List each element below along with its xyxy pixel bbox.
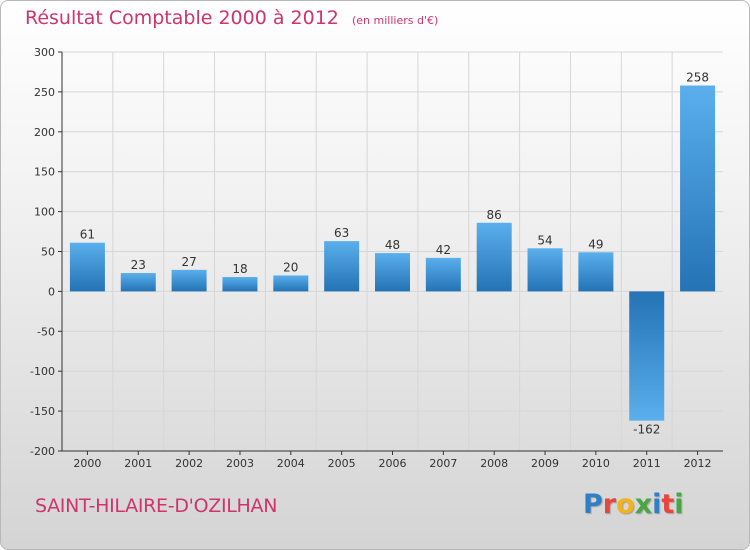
data-label: 42 bbox=[436, 243, 451, 257]
bar bbox=[425, 257, 461, 292]
y-tick-label: 250 bbox=[34, 86, 55, 99]
logo-letter: t bbox=[661, 489, 675, 520]
data-label: -162 bbox=[633, 423, 660, 437]
x-tick-label: 2010 bbox=[582, 457, 610, 470]
data-label: 27 bbox=[181, 255, 196, 269]
x-tick-label: 2004 bbox=[277, 457, 305, 470]
bar bbox=[680, 85, 716, 292]
data-label: 48 bbox=[385, 238, 400, 252]
logo-letter: x bbox=[634, 489, 653, 520]
bar bbox=[527, 248, 563, 292]
logo-letter: r bbox=[602, 489, 617, 520]
logo-letter: i bbox=[674, 489, 684, 520]
bar bbox=[375, 253, 410, 292]
y-tick-label: -150 bbox=[30, 405, 55, 418]
x-tick-label: 2011 bbox=[633, 457, 661, 470]
y-tick-label: 0 bbox=[48, 285, 55, 298]
data-label: 86 bbox=[487, 208, 502, 222]
y-tick-label: -100 bbox=[30, 365, 55, 378]
bar bbox=[273, 275, 309, 292]
x-tick-label: 2008 bbox=[480, 457, 508, 470]
y-tick-label: 300 bbox=[34, 46, 55, 59]
bar bbox=[222, 277, 258, 292]
y-tick-label: -50 bbox=[37, 325, 55, 338]
bar bbox=[324, 241, 360, 292]
x-tick-label: 2006 bbox=[379, 457, 407, 470]
logo-letter: i bbox=[652, 489, 662, 520]
x-tick-label: 2002 bbox=[175, 457, 203, 470]
chart-title: Résultat Comptable 2000 à 2012 bbox=[25, 7, 339, 29]
bar-layer: 61 23 27 18 20 63 48 42 86 54 49 -162 258 bbox=[69, 71, 716, 437]
title-row: Résultat Comptable 2000 à 2012 (en milli… bbox=[25, 7, 438, 29]
data-label: 54 bbox=[537, 233, 552, 247]
logo-letter: P bbox=[583, 489, 603, 520]
y-tick-label: 100 bbox=[34, 206, 55, 219]
data-label: 61 bbox=[80, 228, 95, 242]
x-tick-label: 2009 bbox=[531, 457, 559, 470]
x-tick-label: 2003 bbox=[226, 457, 254, 470]
y-tick-label: -200 bbox=[30, 445, 55, 458]
bar bbox=[69, 242, 105, 292]
data-label: 63 bbox=[334, 226, 349, 240]
proxiti-logo[interactable]: Proxiti bbox=[583, 489, 684, 520]
bar bbox=[171, 269, 207, 292]
y-tick-label: 150 bbox=[34, 166, 55, 179]
y-tick-label: 200 bbox=[34, 126, 55, 139]
y-tick-label: 50 bbox=[41, 246, 55, 259]
x-tick-label: 2000 bbox=[73, 457, 101, 470]
x-tick-label: 2007 bbox=[429, 457, 457, 470]
data-label: 258 bbox=[686, 71, 709, 85]
x-tick-label: 2012 bbox=[684, 457, 712, 470]
chart-subtitle: (en milliers d'€) bbox=[351, 14, 439, 27]
data-label: 20 bbox=[283, 260, 298, 274]
data-label: 18 bbox=[232, 262, 247, 276]
bar bbox=[629, 291, 665, 421]
bar bbox=[476, 222, 512, 292]
commune-name: SAINT-HILAIRE-D'OZILHAN bbox=[35, 495, 278, 517]
logo-letter: o bbox=[616, 489, 635, 520]
x-tick-label: 2001 bbox=[124, 457, 152, 470]
data-label: 23 bbox=[131, 258, 146, 272]
x-tick-label: 2005 bbox=[328, 457, 356, 470]
axis-layer: 300 250 200 150 100 50 0 -50 -100 -150 -200 2000 200… bbox=[30, 46, 723, 470]
bar bbox=[578, 252, 614, 292]
data-label: 49 bbox=[588, 237, 603, 251]
bar bbox=[120, 273, 156, 292]
